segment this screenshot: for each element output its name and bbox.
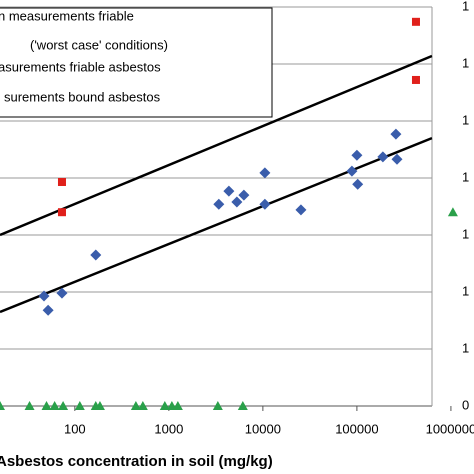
point <box>24 401 35 410</box>
legend-note: ('worst case' conditions) <box>30 37 168 52</box>
x-tick-label: 100000 <box>335 421 378 436</box>
point <box>231 196 243 208</box>
x-tick-label: 1000000 <box>426 421 474 436</box>
point <box>212 401 223 410</box>
point <box>259 198 271 210</box>
point <box>49 401 60 410</box>
y-tick-label: 1 <box>462 226 469 241</box>
point <box>41 401 52 410</box>
point <box>94 401 105 410</box>
point <box>377 151 389 163</box>
legend: n measurements friable ('worst case' cond… <box>0 7 273 118</box>
point <box>352 178 364 190</box>
point <box>295 204 307 216</box>
legend-label: n measurements friable <box>0 8 134 23</box>
point <box>74 401 85 410</box>
point <box>57 177 66 186</box>
point <box>130 401 141 410</box>
legend-box <box>0 7 273 118</box>
y-tick-label: 1 <box>462 340 469 355</box>
y-tick-label: 1 <box>462 169 469 184</box>
point <box>223 185 235 197</box>
y-tick-label: 0 <box>462 397 469 412</box>
point <box>38 290 50 302</box>
point <box>159 401 170 410</box>
point <box>259 167 271 179</box>
point <box>172 401 183 410</box>
point <box>391 153 403 165</box>
trend-line <box>0 136 433 314</box>
point <box>351 149 363 161</box>
x-tick-label: 10000 <box>245 421 281 436</box>
point <box>90 249 102 261</box>
point <box>56 287 68 299</box>
legend-label: asurements friable asbestos <box>0 59 161 74</box>
x-axis-label: Asbestos concentration in soil (mg/kg) <box>0 453 273 470</box>
y-tick-label: 1 <box>462 0 469 13</box>
point <box>411 17 420 26</box>
x-tick-label: 1000 <box>154 421 183 436</box>
point <box>346 165 358 177</box>
point <box>390 128 402 140</box>
legend-label: surements bound asbestos <box>4 89 161 104</box>
point <box>0 401 5 410</box>
y-tick-label: 1 <box>462 55 469 70</box>
y-tick-label: 1 <box>462 112 469 127</box>
point <box>58 401 69 410</box>
point <box>238 189 250 201</box>
y-tick-label: 1 <box>462 283 469 298</box>
point <box>213 198 225 210</box>
point <box>447 207 458 217</box>
point <box>237 401 248 410</box>
point <box>42 304 54 316</box>
trend-line <box>0 54 433 237</box>
point <box>411 75 420 84</box>
point <box>137 401 148 410</box>
point <box>57 208 66 217</box>
x-tick-label: 100 <box>64 421 86 436</box>
